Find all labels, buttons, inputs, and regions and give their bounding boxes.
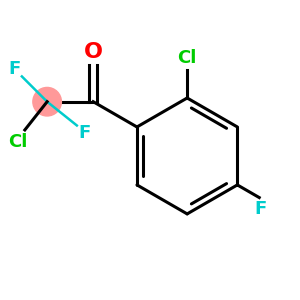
Text: Cl: Cl <box>8 133 27 151</box>
Text: F: F <box>255 200 267 218</box>
Text: F: F <box>8 60 21 78</box>
Text: Cl: Cl <box>178 50 197 68</box>
Text: F: F <box>78 124 90 142</box>
Text: O: O <box>84 42 103 62</box>
Circle shape <box>33 87 62 116</box>
